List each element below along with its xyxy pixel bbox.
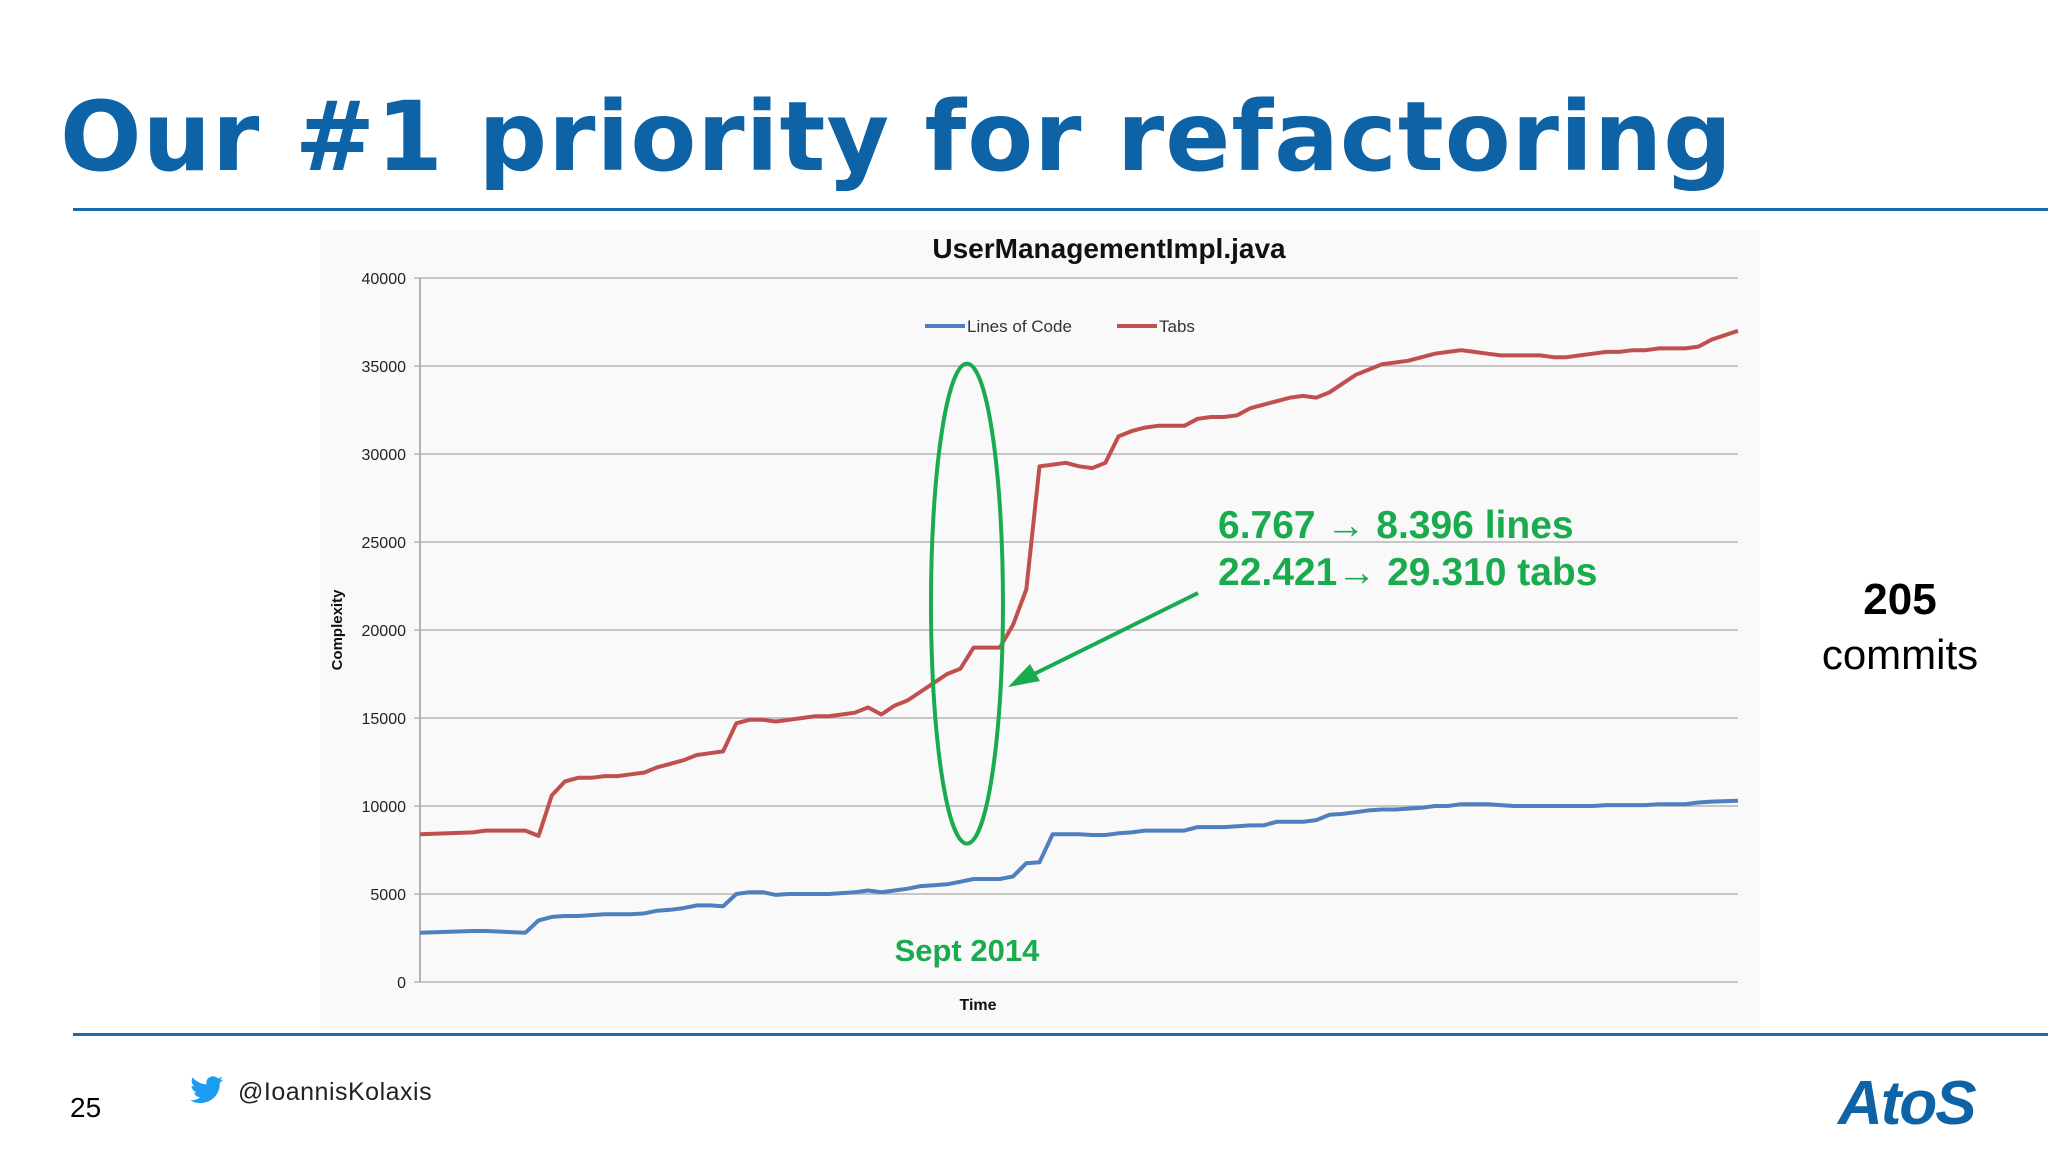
- series-line-lines-of-code: [419, 798, 1739, 935]
- complexity-chart: 0 5000 10000 15000 20000 25000 30000 35000 40000…: [329, 233, 1739, 1014]
- commit-count-note: 205 commits: [1790, 572, 2010, 682]
- title-divider: [73, 208, 2048, 211]
- y-tick-label: 40000: [362, 271, 407, 288]
- twitter-credit: @IoannisKolaxis: [190, 1070, 432, 1114]
- y-axis-title: Complexity: [329, 589, 346, 671]
- chart-title: UserManagementImpl.java: [932, 233, 1286, 264]
- lines-change-label: 6.767 → 8.396 lines: [1218, 504, 1574, 547]
- y-tick-label: 5000: [370, 887, 406, 904]
- highlight-date-label: Sept 2014: [895, 933, 1041, 968]
- commit-count: 205: [1863, 575, 1937, 624]
- y-tick-label: 15000: [362, 711, 407, 728]
- slide-title: Our #1 priority for refactoring: [60, 81, 1733, 193]
- y-tick-label: 20000: [362, 623, 407, 640]
- y-tick-label: 10000: [362, 799, 407, 816]
- series-line-tabs: [419, 328, 1739, 838]
- company-logo: AtoS: [1838, 1069, 1977, 1138]
- y-tick-label: 30000: [362, 447, 407, 464]
- tabs-change-label: 22.421→ 29.310 tabs: [1218, 551, 1597, 594]
- y-tick-label: 0: [397, 975, 406, 992]
- slide-number: 25: [70, 1092, 102, 1123]
- twitter-handle: @IoannisKolaxis: [238, 1077, 433, 1106]
- y-tick-label: 35000: [362, 359, 407, 376]
- legend-label: Lines of Code: [967, 317, 1072, 336]
- annotation-arrow-shaft: [1021, 591, 1199, 682]
- commit-count-label: commits: [1821, 631, 1979, 678]
- twitter-bird-icon: [190, 1075, 224, 1109]
- annotation-arrow-head: [1008, 664, 1040, 687]
- footer-divider: [73, 1033, 2048, 1036]
- y-tick-label: 25000: [362, 535, 407, 552]
- legend-label: Tabs: [1159, 317, 1195, 336]
- highlight-ellipse: [928, 361, 1005, 846]
- x-axis-title: Time: [959, 997, 996, 1014]
- chart-panel: 0 5000 10000 15000 20000 25000 30000 35000 40000…: [320, 230, 1760, 1030]
